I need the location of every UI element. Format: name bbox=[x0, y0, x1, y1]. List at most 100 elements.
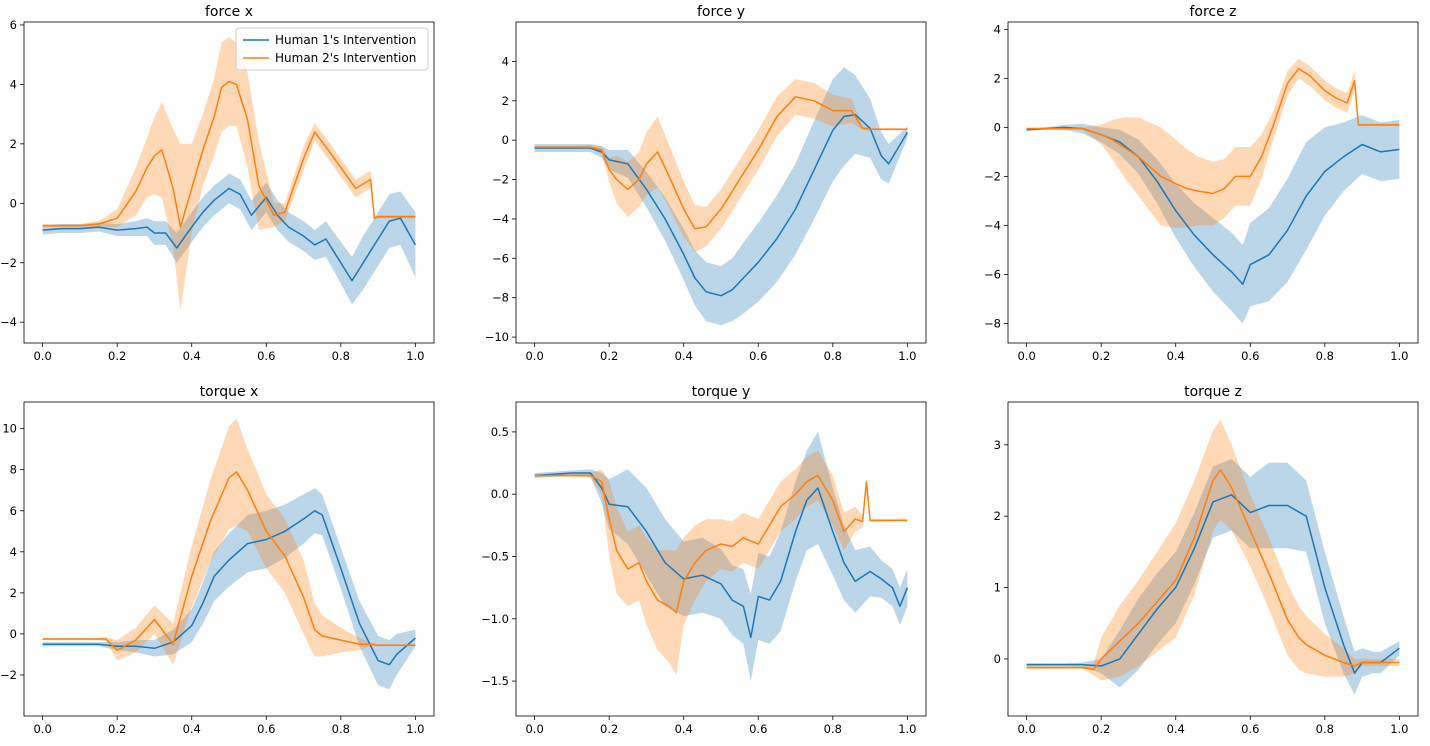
y-tick-label: 0 bbox=[994, 652, 1001, 666]
y-tick-label: 4 bbox=[10, 545, 17, 559]
y-tick-label: −2 bbox=[492, 173, 509, 187]
plot-area-torque-y bbox=[534, 431, 909, 682]
y-tick-label: 0 bbox=[502, 133, 509, 147]
x-tick-label: 0.6 bbox=[749, 722, 767, 736]
band-human2-torque-y bbox=[534, 450, 908, 675]
axes-frame-torque-y bbox=[515, 401, 927, 717]
x-tick-label: 1.0 bbox=[898, 349, 916, 363]
x-tick-label: 0.8 bbox=[1316, 349, 1334, 363]
line-human2-force-x bbox=[42, 80, 416, 228]
panel-title-force-y: force y bbox=[697, 4, 745, 20]
x-tick-label: 1.0 bbox=[406, 722, 424, 736]
line-human1-torque-z bbox=[1026, 494, 1400, 674]
y-tick-label: 3 bbox=[994, 438, 1001, 452]
x-tick-label: 1.0 bbox=[1390, 722, 1408, 736]
x-tick-label: 0.4 bbox=[183, 349, 201, 363]
x-tick-label: 0.2 bbox=[600, 722, 618, 736]
panel-title-torque-z: torque z bbox=[1184, 384, 1242, 400]
band-human1-force-x bbox=[42, 173, 416, 305]
x-tick-label: 0.8 bbox=[332, 722, 350, 736]
band-human1-force-z bbox=[1026, 115, 1400, 324]
y-tick-label: −1.5 bbox=[481, 674, 509, 688]
axes-frame-force-y bbox=[515, 21, 927, 344]
x-tick-label: 0.8 bbox=[332, 349, 350, 363]
line-human2-torque-x bbox=[42, 471, 416, 652]
line-human2-torque-y bbox=[534, 474, 908, 614]
y-tick-label: 2 bbox=[10, 137, 17, 151]
y-tick-label: 0 bbox=[994, 120, 1001, 134]
x-tick-label: 0.0 bbox=[1017, 349, 1035, 363]
band-human2-force-x bbox=[42, 36, 416, 311]
band-human1-torque-x bbox=[42, 488, 416, 690]
plot-area-force-z bbox=[1026, 58, 1400, 324]
panel-title-torque-y: torque y bbox=[692, 384, 751, 400]
y-tick-label: 10 bbox=[2, 422, 17, 436]
x-tick-label: 0.8 bbox=[824, 349, 842, 363]
axes-frame-torque-z bbox=[1007, 401, 1419, 717]
plot-area-torque-z bbox=[1026, 419, 1400, 695]
x-tick-label: 0.2 bbox=[108, 722, 126, 736]
y-tick-label: −4 bbox=[0, 315, 17, 329]
plot-area-torque-x bbox=[42, 418, 416, 690]
x-tick-label: 0.6 bbox=[749, 349, 767, 363]
y-tick-label: 4 bbox=[502, 54, 509, 68]
panel-title-torque-x: torque x bbox=[200, 384, 259, 400]
y-tick-label: 6 bbox=[10, 504, 17, 518]
x-tick-label: 0.2 bbox=[108, 349, 126, 363]
line-human2-force-y bbox=[534, 96, 908, 230]
x-tick-label: 0.8 bbox=[1316, 722, 1334, 736]
y-tick-label: 2 bbox=[502, 94, 509, 108]
y-tick-label: −6 bbox=[984, 267, 1001, 281]
legend-label-human1: Human 1's Intervention bbox=[275, 33, 416, 47]
panel-title-force-x: force x bbox=[205, 4, 253, 20]
x-tick-label: 0.2 bbox=[1092, 722, 1110, 736]
y-tick-label: −0.5 bbox=[481, 550, 509, 564]
band-human1-force-y bbox=[534, 67, 908, 326]
y-tick-label: 6 bbox=[10, 18, 17, 32]
y-tick-label: 0.5 bbox=[491, 425, 509, 439]
panel-force-z: force z 0.0 0.2 0.4 0.6 0.8 1.0 −8 −6 −4 −2 0 2 4 bbox=[984, 4, 1419, 363]
legend: Human 1's Intervention Human 2's Interven… bbox=[235, 27, 429, 71]
band-human2-torque-z bbox=[1026, 419, 1400, 681]
y-tick-label: −1.0 bbox=[481, 612, 509, 626]
y-tick-label: 2 bbox=[994, 71, 1001, 85]
line-human1-force-x bbox=[42, 187, 417, 282]
y-tick-label: 8 bbox=[10, 463, 17, 477]
line-human2-force-z bbox=[1026, 67, 1400, 195]
x-tick-label: 0.6 bbox=[1241, 349, 1259, 363]
plot-area-force-x bbox=[42, 36, 417, 311]
panel-force-y: force y 0.0 0.2 0.4 0.6 0.8 1.0 −10 −8 −6 −4 −2 0 2 4 bbox=[485, 4, 927, 363]
x-tick-label: 0.4 bbox=[675, 349, 693, 363]
x-tick-label: 0.4 bbox=[1167, 722, 1185, 736]
panel-torque-x: torque x 0.0 0.2 0.4 0.6 0.8 1.0 −2 0 2 4 6 8 10 bbox=[0, 384, 435, 736]
x-tick-label: 0.0 bbox=[525, 349, 543, 363]
x-tick-label: 0.4 bbox=[1167, 349, 1185, 363]
y-tick-label: 0 bbox=[10, 627, 17, 641]
y-tick-label: −4 bbox=[492, 212, 509, 226]
x-tick-label: 0.6 bbox=[257, 722, 275, 736]
y-tick-label: −6 bbox=[492, 251, 509, 265]
line-human1-torque-x bbox=[42, 510, 416, 666]
y-tick-label: −2 bbox=[984, 169, 1001, 183]
panel-torque-z: torque z 0.0 0.2 0.4 0.6 0.8 1.0 0 1 2 3 bbox=[994, 384, 1419, 736]
y-tick-label: −2 bbox=[0, 668, 17, 682]
y-tick-label: 2 bbox=[994, 509, 1001, 523]
axes-frame-force-z bbox=[1007, 21, 1419, 344]
legend-box bbox=[235, 27, 429, 71]
x-tick-label: 0.8 bbox=[824, 722, 842, 736]
x-tick-label: 0.2 bbox=[1092, 349, 1110, 363]
plot-area-force-y bbox=[534, 67, 909, 326]
x-tick-label: 0.0 bbox=[1017, 722, 1035, 736]
y-tick-label: 0.0 bbox=[491, 487, 509, 501]
x-tick-label: 1.0 bbox=[406, 349, 424, 363]
axes-frame-force-x bbox=[23, 21, 435, 344]
x-tick-label: 0.6 bbox=[257, 349, 275, 363]
y-tick-label: −10 bbox=[485, 330, 509, 344]
x-tick-label: 0.4 bbox=[675, 722, 693, 736]
x-tick-label: 0.0 bbox=[33, 349, 51, 363]
y-tick-label: 4 bbox=[10, 77, 17, 91]
line-human2-torque-z bbox=[1026, 469, 1400, 671]
legend-label-human2: Human 2's Intervention bbox=[275, 51, 416, 65]
